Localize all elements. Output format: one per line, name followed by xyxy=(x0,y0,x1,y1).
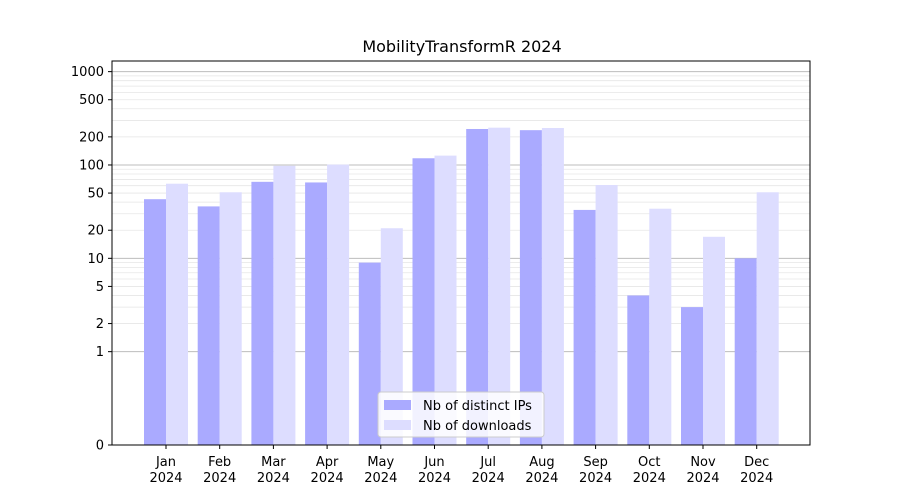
legend-swatch xyxy=(384,420,411,430)
legend-label: Nb of downloads xyxy=(423,419,532,434)
x-tick-label-year: 2024 xyxy=(311,471,344,486)
legend-swatch xyxy=(384,400,411,410)
bar-downloads xyxy=(327,164,350,445)
bar-distinct-ips xyxy=(627,295,650,445)
bar-downloads xyxy=(434,155,457,445)
y-tick-label: 5 xyxy=(96,280,104,295)
y-tick-label: 0 xyxy=(96,439,104,454)
x-tick-label-year: 2024 xyxy=(579,471,612,486)
bar-distinct-ips xyxy=(197,206,220,445)
bar-distinct-ips xyxy=(573,209,596,445)
bar-downloads xyxy=(756,192,779,445)
bar-downloads xyxy=(703,236,725,445)
y-tick-label: 100 xyxy=(79,158,104,173)
x-tick-label-month: Nov xyxy=(690,455,716,470)
legend-box xyxy=(377,391,545,438)
x-tick-label-month: Jan xyxy=(155,455,176,470)
y-tick-label: 200 xyxy=(79,130,104,145)
x-tick-label-year: 2024 xyxy=(149,471,182,486)
x-tick-label-month: Aug xyxy=(529,455,554,470)
legend: Nb of distinct IPs Nb of downloads xyxy=(377,391,545,438)
bar-distinct-ips xyxy=(251,181,274,445)
x-tick-label-month: Jun xyxy=(423,455,444,470)
y-tick-label: 2 xyxy=(96,317,104,332)
bar-distinct-ips xyxy=(519,130,542,445)
bar-downloads xyxy=(649,208,672,445)
x-tick-label-month: Oct xyxy=(638,455,660,470)
legend-label: Nb of distinct IPs xyxy=(423,399,532,414)
x-tick-label-month: Apr xyxy=(316,455,339,470)
y-tick-label: 1 xyxy=(96,345,104,360)
bar-downloads xyxy=(273,165,296,446)
x-tick-label-year: 2024 xyxy=(364,471,397,486)
x-tick-label-year: 2024 xyxy=(418,471,451,486)
x-tick-label-month: Mar xyxy=(261,455,286,470)
bar-downloads xyxy=(541,127,564,445)
bar-distinct-ips xyxy=(305,182,328,445)
chart-title: MobilityTransformR 2024 xyxy=(362,37,561,56)
bar-downloads xyxy=(166,183,188,445)
x-tick-label-year: 2024 xyxy=(740,471,773,486)
x-tick-label-month: May xyxy=(367,455,394,470)
y-axis: 0 1 2 5 10 20 50 100 200 500 1000 xyxy=(71,65,112,454)
bar-downloads xyxy=(219,192,242,445)
y-tick-label: 50 xyxy=(87,187,104,202)
bars xyxy=(144,127,779,446)
bar-distinct-ips xyxy=(412,158,435,445)
y-tick-label: 20 xyxy=(87,224,104,239)
x-tick-label-year: 2024 xyxy=(257,471,290,486)
y-tick-label: 10 xyxy=(87,252,104,267)
x-tick-label-month: Feb xyxy=(208,455,231,470)
x-tick-label-month: Dec xyxy=(744,455,769,470)
bar-distinct-ips xyxy=(734,258,757,445)
x-tick-label-month: Sep xyxy=(583,455,608,470)
y-tick-label: 500 xyxy=(79,93,104,108)
bar-downloads xyxy=(488,127,511,445)
bar-distinct-ips xyxy=(144,199,166,445)
y-tick-label: 1000 xyxy=(71,65,104,80)
bar-downloads xyxy=(380,228,403,445)
x-tick-label-year: 2024 xyxy=(633,471,666,486)
bar-distinct-ips xyxy=(358,262,381,445)
x-axis: Jan2024Feb2024Mar2024Apr2024May2024Jun20… xyxy=(149,445,773,486)
bar-distinct-ips xyxy=(466,128,489,446)
x-tick-label-year: 2024 xyxy=(525,471,558,486)
x-tick-label-month: Jul xyxy=(479,455,496,470)
x-tick-label-year: 2024 xyxy=(686,471,719,486)
bar-downloads xyxy=(595,185,618,445)
x-tick-label-year: 2024 xyxy=(472,471,505,486)
x-tick-label-year: 2024 xyxy=(203,471,236,486)
plot-frame xyxy=(111,60,811,446)
bar-distinct-ips xyxy=(681,307,703,445)
